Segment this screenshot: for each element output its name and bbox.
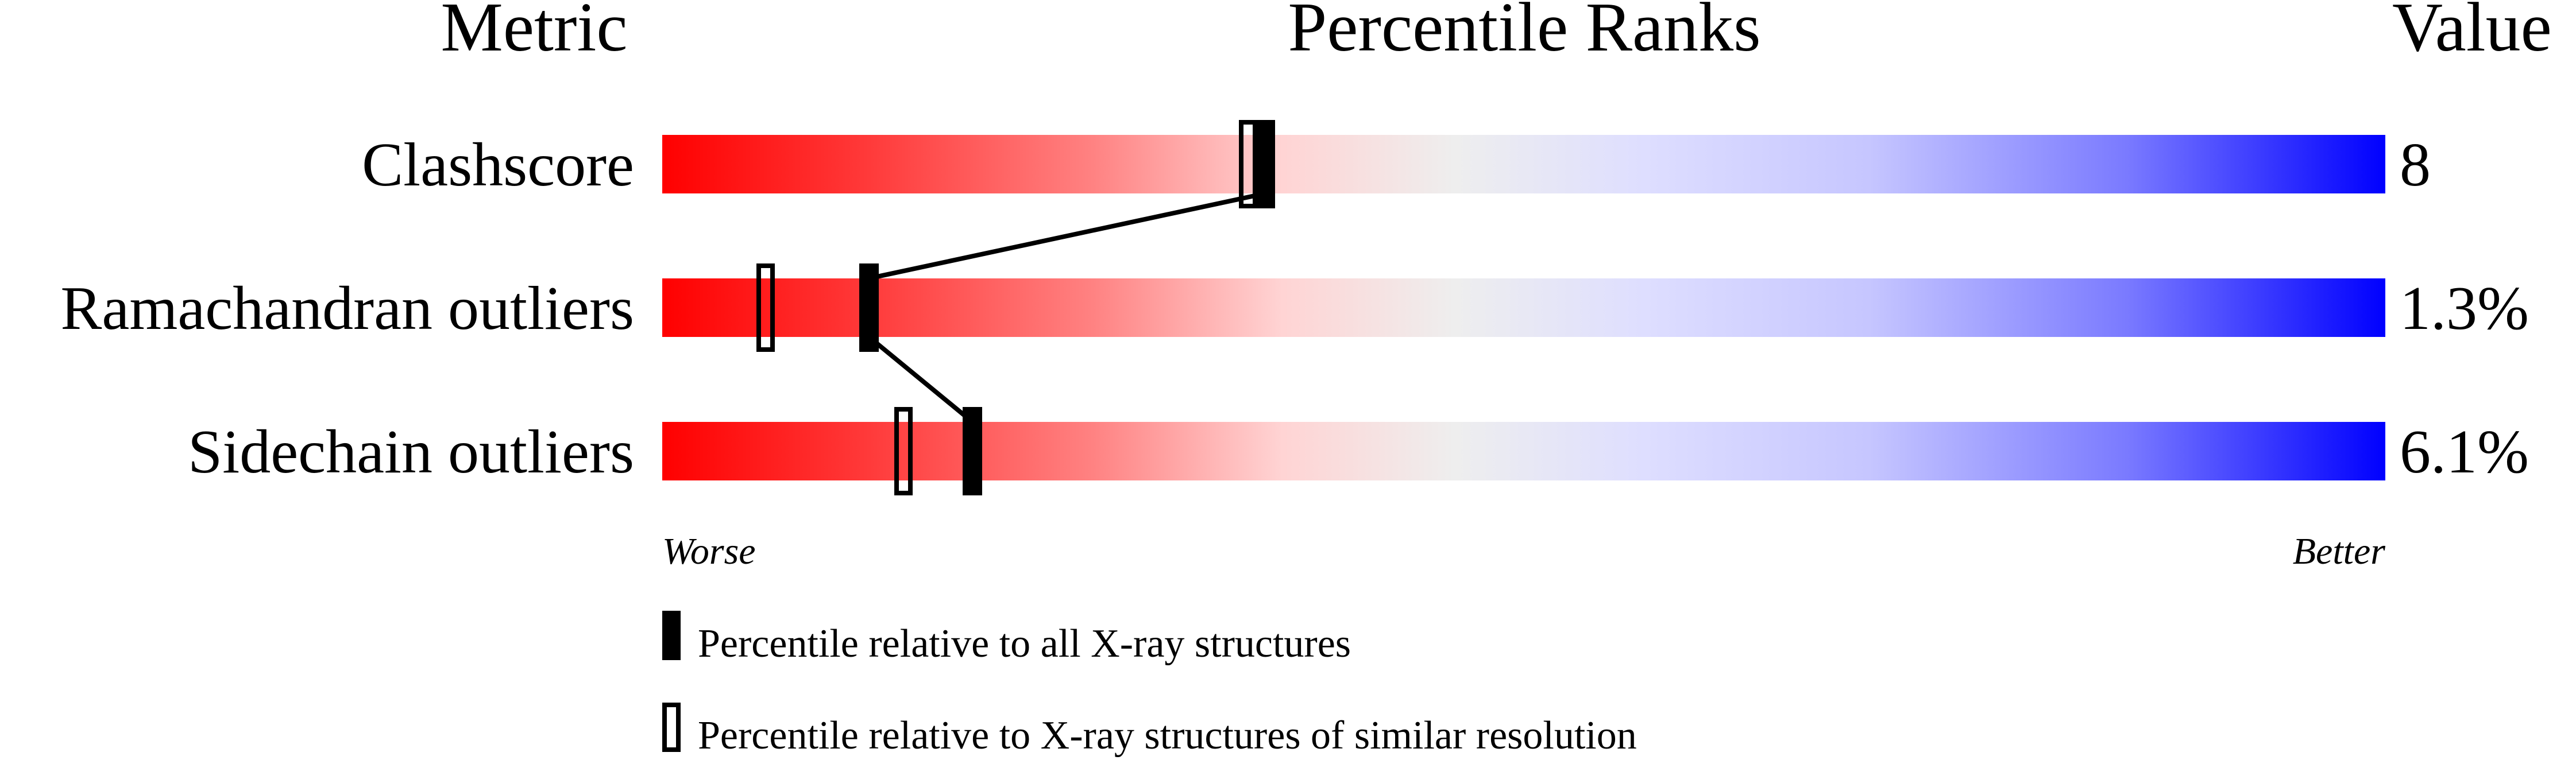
axis-label-worse: Worse: [662, 530, 756, 572]
metric-label: Ramachandran outliers: [60, 274, 634, 343]
metric-value: 1.3%: [2400, 274, 2529, 343]
legend-label-all: Percentile relative to all X-ray structu…: [698, 622, 1351, 666]
metric-value: 8: [2400, 131, 2431, 199]
metric-rows: Clashscore 8 Ramachandran outliers 1.3% Side…: [60, 120, 2529, 495]
similar-resolution-marker: [894, 407, 913, 495]
percentile-bar: [662, 422, 2385, 480]
metric-value: 6.1%: [2400, 418, 2529, 486]
header-value: Value: [2392, 0, 2552, 66]
metric-label: Clashscore: [362, 131, 634, 199]
legend-open-marker: [662, 703, 681, 752]
percentile-bar: [662, 135, 2385, 193]
legend-filled-marker: [662, 611, 681, 660]
header-metric: Metric: [441, 0, 627, 66]
connector-line: [868, 191, 1266, 281]
similar-resolution-marker: [1239, 120, 1257, 208]
metric-label: Sidechain outliers: [188, 418, 634, 486]
legend-label-similar: Percentile relative to X-ray structures …: [698, 714, 1637, 758]
connector-line: [867, 335, 974, 424]
similar-resolution-marker: [756, 263, 775, 352]
percentile-bar: [662, 278, 2385, 337]
axis-label-better: Better: [2293, 530, 2386, 572]
header-percentile-ranks: Percentile Ranks: [1288, 0, 1760, 66]
